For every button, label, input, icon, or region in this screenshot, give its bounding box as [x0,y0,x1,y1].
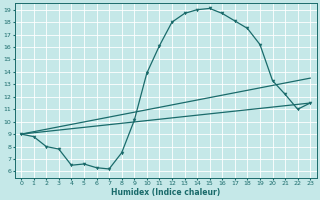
X-axis label: Humidex (Indice chaleur): Humidex (Indice chaleur) [111,188,220,197]
